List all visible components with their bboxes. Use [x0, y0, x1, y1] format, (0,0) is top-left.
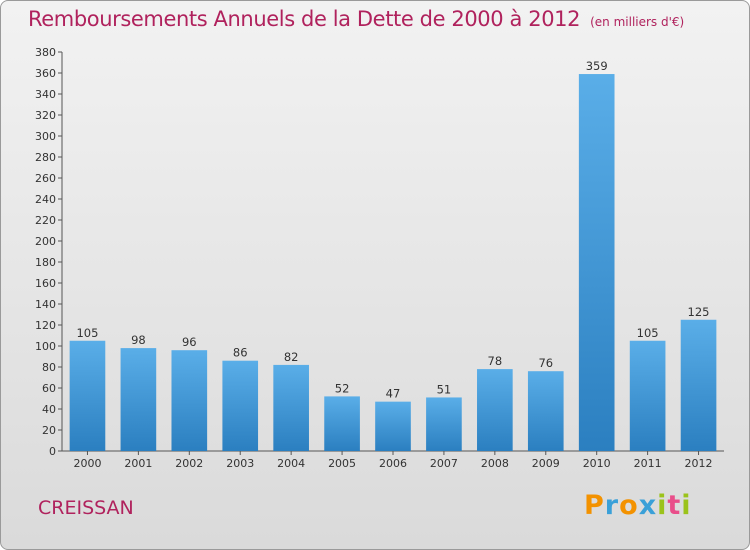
x-tick-label: 2002 [175, 457, 203, 470]
x-tick-label: 2012 [685, 457, 713, 470]
data-label-2012: 125 [688, 305, 710, 319]
y-tick-label: 340 [35, 88, 56, 101]
chart-title: Remboursements Annuels de la Dette de 20… [28, 7, 684, 31]
y-tick-label: 100 [35, 340, 56, 353]
y-tick-label: 260 [35, 172, 56, 185]
data-label-2010: 359 [586, 59, 608, 73]
x-axis: 2000 2001 2002 2003 2004 2005 2006 2007 2008 2009… [62, 450, 724, 470]
x-tick-label: 2011 [634, 457, 662, 470]
bar-2002 [171, 350, 208, 451]
commune-name: CREISSAN [38, 497, 134, 519]
y-tick-label: 120 [35, 319, 56, 332]
bar-2000 [69, 340, 106, 451]
y-tick-label: 80 [42, 361, 56, 374]
bar-2003 [222, 360, 259, 451]
bar-2010 [578, 74, 615, 452]
data-label-2005: 52 [335, 381, 350, 395]
logo-letter: i [657, 490, 668, 521]
bar-2005 [324, 396, 360, 451]
logo-letter: i [681, 490, 692, 521]
x-tick-label: 2003 [226, 457, 254, 470]
y-tick-label: 280 [35, 151, 56, 164]
data-labels: 105 98 96 86 82 52 47 51 78 76 359 105 125 [76, 59, 709, 401]
y-tick-label: 320 [35, 109, 56, 122]
x-tick-label: 2008 [481, 457, 509, 470]
x-tick-label: 2004 [277, 457, 305, 470]
y-tick-label: 180 [35, 256, 56, 269]
logo-letter: P [584, 490, 605, 521]
bar-2009 [527, 371, 564, 451]
bars [69, 74, 717, 452]
x-tick-label: 2006 [379, 457, 407, 470]
bar-2008 [477, 369, 513, 451]
y-tick-label: 200 [35, 235, 56, 248]
proxiti-logo: Proxiti [584, 490, 692, 521]
bar-2001 [120, 348, 157, 451]
y-tick-label: 0 [49, 445, 56, 458]
y-tick-label: 20 [42, 424, 56, 437]
y-tick-label: 380 [35, 46, 56, 59]
data-label-2001: 98 [131, 333, 146, 347]
y-tick-label: 40 [42, 403, 56, 416]
logo-letter: t [667, 490, 682, 521]
logo-letter: r [604, 490, 620, 521]
data-label-2004: 82 [284, 350, 299, 364]
data-label-2007: 51 [437, 382, 452, 396]
bar-2012 [680, 319, 717, 451]
bar-2004 [273, 364, 309, 451]
data-label-2002: 96 [182, 335, 197, 349]
y-tick-label: 160 [35, 277, 56, 290]
x-tick-label: 2005 [328, 457, 356, 470]
bar-2007 [426, 397, 462, 451]
logo-letter: o [619, 490, 639, 521]
chart-unit: (en milliers d'€) [590, 15, 685, 29]
y-tick-label: 360 [35, 67, 56, 80]
data-label-2011: 105 [637, 326, 659, 340]
data-label-2006: 47 [386, 387, 401, 401]
chart-title-text: Remboursements Annuels de la Dette de 20… [28, 7, 581, 31]
bar-2006 [375, 401, 411, 451]
x-tick-label: 2007 [430, 457, 458, 470]
x-tick-label: 2010 [583, 457, 611, 470]
y-tick-label: 300 [35, 130, 56, 143]
bar-2011 [629, 340, 666, 451]
y-tick-label: 240 [35, 193, 56, 206]
y-tick-label: 220 [35, 214, 56, 227]
y-tick-label: 140 [35, 298, 56, 311]
x-tick-label: 2001 [124, 457, 152, 470]
logo-letter: x [638, 490, 658, 521]
data-label-2003: 86 [233, 346, 248, 360]
x-tick-label: 2009 [532, 457, 560, 470]
data-label-2008: 78 [488, 354, 503, 368]
data-label-2000: 105 [76, 326, 98, 340]
y-tick-label: 60 [42, 382, 56, 395]
x-tick-label: 2000 [73, 457, 101, 470]
y-axis: 0 20 40 60 80 100 120 140 160 180 200 220 240 260 280 3… [35, 46, 63, 458]
data-label-2009: 76 [538, 356, 553, 370]
